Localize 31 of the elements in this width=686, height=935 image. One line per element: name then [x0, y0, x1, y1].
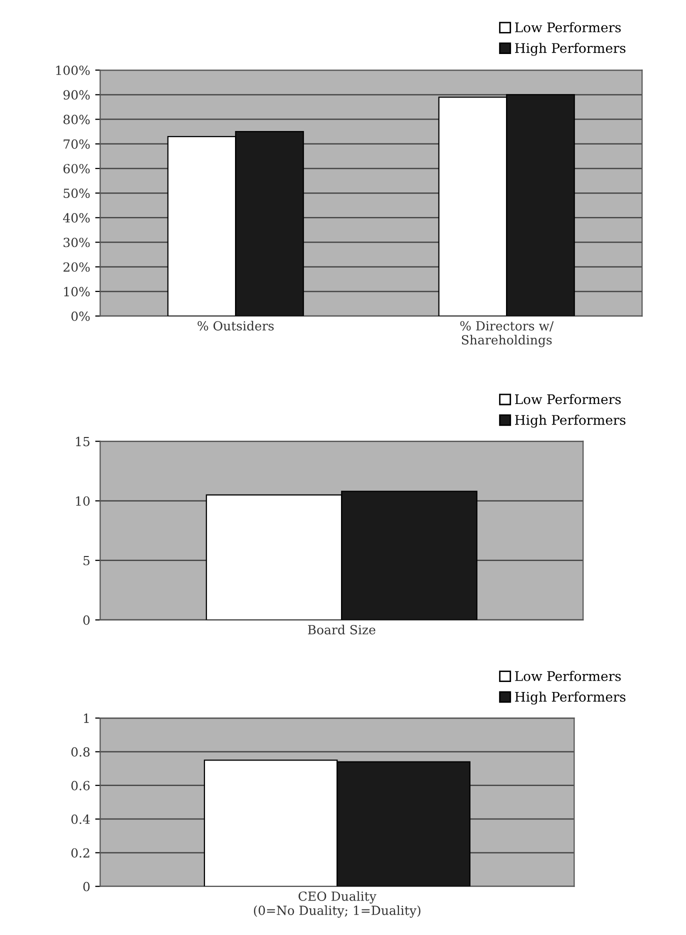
y-tick-label: 50%	[64, 188, 90, 198]
y-tick-label: 10%	[64, 286, 90, 296]
legend-label: Low Performers	[515, 670, 621, 682]
legend-label: Low Performers	[515, 394, 621, 404]
y-tick-label: 40%	[63, 213, 90, 223]
y-tick-label: 70%	[64, 139, 90, 149]
y-tick-label: 0.6	[71, 780, 90, 790]
legend-label: High Performers	[515, 42, 626, 56]
legend-label: High Performers	[515, 414, 626, 428]
y-tick-label: 100%	[56, 66, 90, 76]
y-tick-label: 0%	[71, 312, 90, 321]
x-tick-label: CEO Duality (0=No Duality; 1=Duality)	[254, 891, 420, 918]
y-tick-label: 0	[83, 615, 90, 625]
y-tick-label: 80%	[63, 114, 90, 124]
y-tick-label: 90%	[63, 90, 90, 100]
y-tick-label: 0.2	[71, 848, 90, 858]
y-tick-label: 30%	[64, 238, 90, 248]
y-tick-label: 60%	[63, 164, 90, 174]
legend-label: Low Performers	[515, 22, 621, 32]
y-tick-label: 0	[83, 882, 90, 892]
x-tick-label: % Outsiders	[198, 320, 274, 331]
y-tick-label: 5	[84, 556, 90, 566]
y-tick-label: 0.8	[71, 747, 90, 757]
x-tick-label: Board Size	[308, 624, 376, 634]
y-tick-label: 15	[76, 436, 90, 446]
legend-label: High Performers	[515, 692, 626, 705]
y-tick-label: 20%	[64, 262, 90, 272]
x-tick-label: % Directors w/ Shareholdings	[460, 321, 554, 348]
y-tick-label: 0.4	[71, 814, 90, 824]
y-tick-label: 1	[84, 714, 89, 723]
y-tick-label: 10	[76, 496, 90, 506]
